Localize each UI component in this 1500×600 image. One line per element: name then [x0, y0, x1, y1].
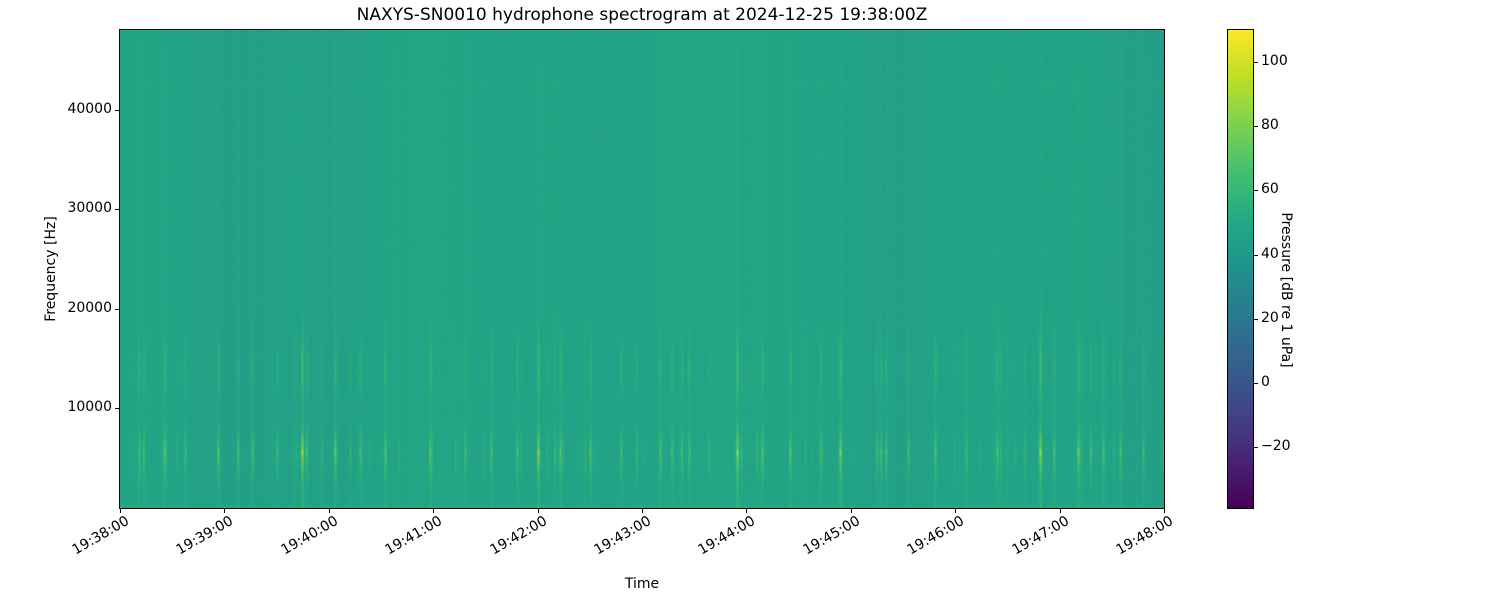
x-tick-mark	[224, 509, 226, 513]
x-axis-label: Time	[624, 576, 660, 592]
y-tick-mark	[115, 209, 119, 211]
colorbar-tick-mark	[1254, 447, 1258, 449]
y-tick-mark	[115, 308, 119, 310]
x-tick-label: 19:39:00	[173, 513, 237, 559]
colorbar-tick-mark	[1254, 126, 1258, 128]
x-tick-label: 19:48:00	[1113, 513, 1176, 559]
x-tick-mark	[537, 509, 539, 513]
y-tick-label: 30000	[67, 200, 112, 217]
plot-title: NAXYS-SN0010 hydrophone spectrogram at 2…	[356, 5, 928, 25]
colorbar-tick-mark	[1254, 318, 1258, 320]
x-tick-label: 19:42:00	[487, 513, 550, 559]
y-tick-mark	[115, 408, 119, 410]
y-tick-mark	[115, 109, 119, 111]
colorbar-tick-mark	[1254, 190, 1258, 192]
colorbar-tick-label: 0	[1261, 373, 1270, 390]
colorbar-tick-mark	[1254, 254, 1258, 256]
x-tick-mark	[955, 509, 957, 513]
spectrogram-heatmap	[120, 30, 1164, 508]
colorbar-gradient	[1227, 29, 1254, 509]
x-tick-label: 19:45:00	[800, 513, 863, 559]
colorbar-tick-mark	[1254, 62, 1258, 64]
colorbar-tick-label: 80	[1261, 117, 1279, 134]
x-tick-label: 19:44:00	[695, 513, 759, 559]
x-tick-mark	[120, 509, 121, 513]
colorbar-label: Pressure [dB re 1 uPa]	[1278, 212, 1294, 368]
x-tick-label: 19:40:00	[278, 513, 341, 559]
x-tick-mark	[433, 509, 435, 513]
x-tick-label: 19:43:00	[591, 513, 654, 559]
colorbar-tick-label: 40	[1261, 245, 1279, 262]
y-tick-label: 10000	[67, 399, 112, 416]
x-tick-label: 19:46:00	[904, 513, 968, 559]
colorbar-tick-label: 100	[1261, 53, 1288, 70]
x-tick-mark	[328, 509, 330, 513]
colorbar-tick-label: −20	[1261, 438, 1291, 455]
y-tick-label: 20000	[67, 299, 112, 316]
x-tick-label: 19:38:00	[69, 513, 132, 559]
x-tick-mark	[1059, 509, 1061, 513]
colorbar-tick-label: 60	[1261, 181, 1279, 198]
x-tick-mark	[746, 509, 748, 513]
y-tick-label: 40000	[67, 100, 112, 117]
x-tick-label: 19:47:00	[1009, 513, 1072, 559]
colorbar-tick-label: 20	[1261, 309, 1279, 326]
x-tick-mark	[642, 509, 643, 513]
x-tick-mark	[1164, 509, 1165, 513]
x-tick-label: 19:41:00	[382, 513, 446, 559]
x-tick-mark	[850, 509, 852, 513]
colorbar-tick-mark	[1254, 382, 1258, 384]
